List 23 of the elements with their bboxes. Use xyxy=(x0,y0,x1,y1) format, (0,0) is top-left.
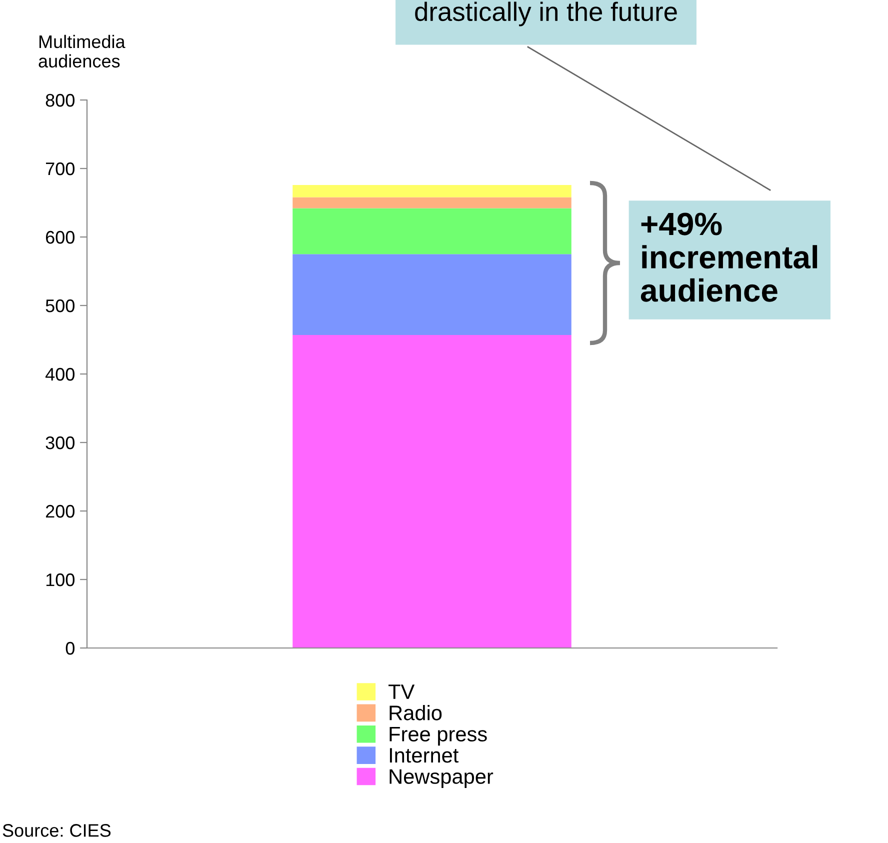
legend-label: Free press xyxy=(390,726,487,746)
y-tick-label: 700 xyxy=(46,162,74,176)
y-axis-title: Multimedia audiences xyxy=(38,34,126,68)
y-tick-label: 800 xyxy=(46,94,74,107)
bar xyxy=(292,197,572,208)
legend-label: Newspaper xyxy=(390,769,494,788)
y-tick-label: 500 xyxy=(46,299,74,312)
y-tick-label: 100 xyxy=(46,573,74,586)
legend-label: Radio xyxy=(390,705,442,720)
legend-label: TV xyxy=(388,684,415,699)
y-tick-label: 400 xyxy=(45,368,74,381)
source-note: Source: CIES xyxy=(2,824,111,837)
bar xyxy=(292,334,572,648)
bar xyxy=(292,254,572,335)
y-tick-label: 600 xyxy=(46,230,74,244)
bar xyxy=(292,184,572,198)
y-tick-label: 200 xyxy=(46,504,74,518)
bar xyxy=(292,208,572,254)
text: drastically in the future xyxy=(415,2,677,26)
annotation: +49% incremental audience xyxy=(640,212,818,302)
y-tick-label: 0 xyxy=(66,642,74,655)
y-tick-label: 300 xyxy=(46,436,74,450)
legend-label: Internet xyxy=(390,748,459,763)
